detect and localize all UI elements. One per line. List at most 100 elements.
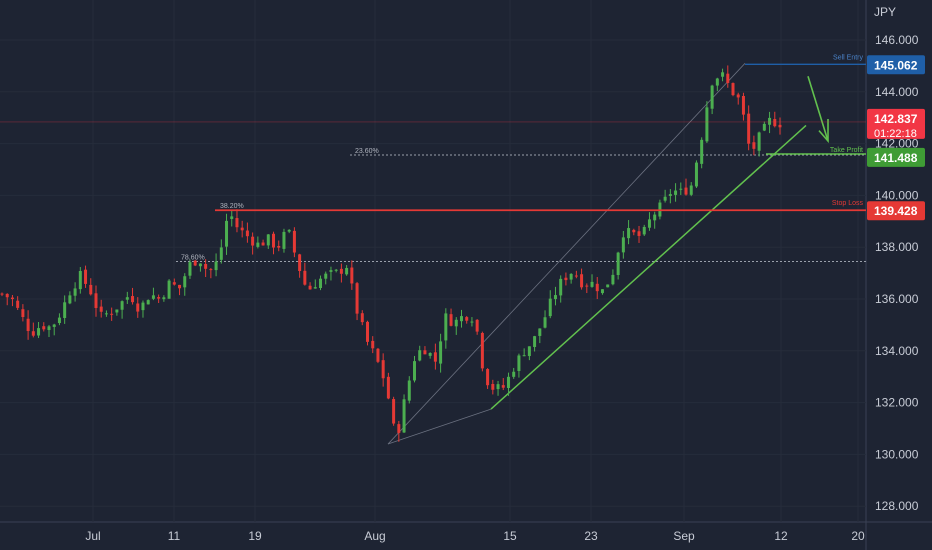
candle-body (700, 139, 704, 164)
candle-body (564, 277, 568, 281)
candle-body (5, 293, 9, 298)
candle-body (480, 332, 484, 369)
candle-body (125, 297, 129, 300)
candle-body (428, 352, 432, 356)
projection-arrow (807, 76, 829, 142)
candle-body (235, 218, 239, 228)
candle-body (423, 350, 427, 355)
candle-body (21, 309, 25, 318)
candle-body (433, 352, 437, 362)
candle-body (42, 326, 46, 330)
candle-body (585, 285, 589, 287)
candle-body (110, 313, 114, 315)
candle-body (407, 380, 411, 401)
sell-entry-tag (867, 55, 925, 75)
price-tick-label: 136.000 (875, 292, 919, 306)
candle-body (548, 298, 552, 317)
candle-body (240, 227, 244, 231)
candle-body (694, 162, 698, 187)
candle-body (47, 326, 51, 331)
candle-body (444, 313, 448, 341)
candle-body (188, 262, 192, 276)
candle-body (449, 314, 453, 326)
candle-body (470, 321, 474, 323)
candle-body (574, 275, 578, 277)
candle-body (162, 297, 166, 300)
candle-body (475, 319, 479, 332)
candle-body (146, 300, 150, 305)
candle-body (522, 355, 526, 357)
candle-body (94, 293, 98, 308)
candle-body (736, 94, 740, 98)
candle-body (230, 216, 234, 219)
candle-body (376, 348, 380, 362)
candle-body (741, 95, 745, 115)
candle-body (37, 328, 41, 336)
candle-body (350, 267, 354, 284)
candle-body (590, 281, 594, 287)
candle-body (543, 317, 547, 328)
candle-body (559, 278, 563, 296)
candle-body (0, 293, 4, 295)
candle-body (131, 296, 135, 303)
price-tick-label: 134.000 (875, 344, 919, 358)
candle-body (355, 283, 359, 314)
candle-body (57, 317, 61, 324)
candle-body (606, 284, 610, 288)
candle-body (465, 317, 469, 321)
candle-body (251, 236, 255, 246)
candle-body (214, 261, 218, 271)
candle-body (527, 346, 531, 357)
candle-body (668, 194, 672, 196)
candle-body (397, 424, 401, 433)
channel-base-line (387, 408, 492, 445)
stop-loss-label: Stop Loss (832, 200, 864, 207)
candle-body (747, 113, 751, 144)
candle-body (762, 123, 766, 131)
candle-body (183, 276, 187, 288)
candle-body (52, 324, 56, 327)
current-price-tag-text: 142.837 (874, 112, 918, 126)
candle-body (773, 119, 777, 127)
candle-body (204, 263, 208, 269)
candle-body (459, 316, 463, 322)
projection-arrow-head (818, 118, 829, 144)
candle-body (392, 399, 396, 424)
fib-level-label: 23.60% (355, 148, 379, 155)
candle-body (209, 269, 213, 271)
current-price-tag-text: 01:22:18 (874, 128, 917, 140)
candle-body (329, 270, 333, 272)
candle-body (506, 376, 510, 388)
candle-body (84, 269, 88, 284)
fib-level-label: 38.20% (220, 203, 244, 210)
stop-loss-tag (867, 201, 925, 221)
candle-body (491, 383, 495, 390)
candle-body (679, 188, 683, 190)
time-tick-label: 11 (168, 529, 181, 543)
candle-body (705, 107, 709, 142)
candle-body (663, 196, 667, 201)
candle-body (261, 242, 265, 246)
candle-body (512, 371, 516, 377)
candle-body (178, 284, 182, 289)
price-tick-label: 138.000 (875, 240, 919, 254)
candle-body (600, 289, 604, 294)
current-price-tag (867, 108, 925, 139)
candle-body (381, 360, 385, 379)
candle-body (313, 287, 317, 289)
candle-body (402, 399, 406, 433)
candle-body (768, 117, 772, 125)
candle-body (486, 369, 490, 386)
candle-body (569, 273, 573, 280)
stop-loss-tag-text: 139.428 (874, 204, 918, 218)
candle-body (277, 245, 281, 248)
price-axis-background (866, 0, 932, 550)
candlestick-series (0, 65, 782, 442)
candle-body (26, 318, 30, 332)
candle-body (642, 226, 646, 235)
candle-body (345, 267, 349, 275)
candle-body (266, 234, 270, 246)
candle-body (151, 295, 155, 299)
